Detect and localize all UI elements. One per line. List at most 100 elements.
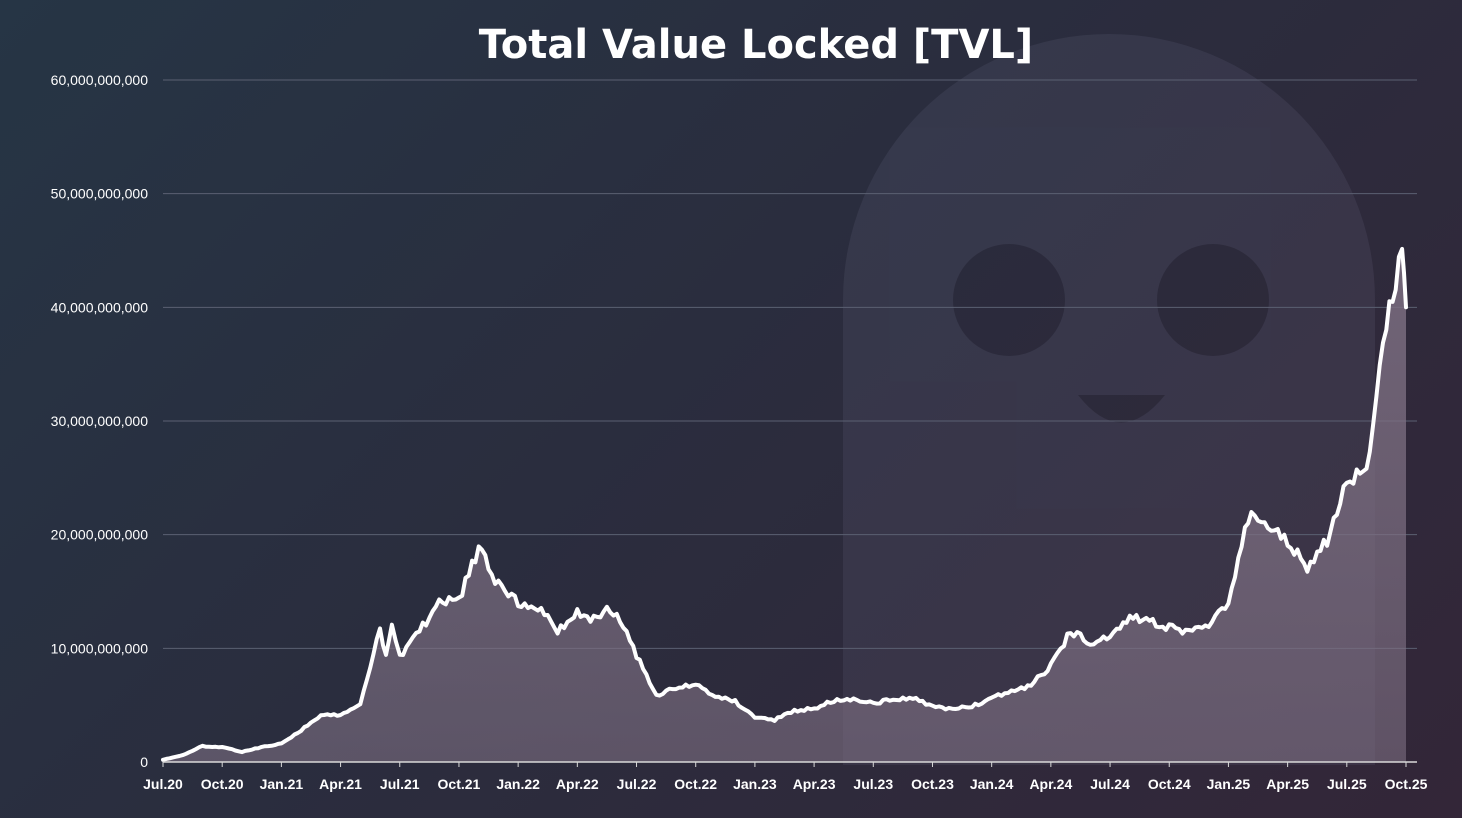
tvl-point: [398, 654, 402, 658]
x-tick-label: Jan.25: [1207, 776, 1251, 792]
tvl-point: [378, 628, 382, 632]
tvl-point: [339, 712, 343, 716]
tvl-point: [733, 700, 737, 704]
tvl-point: [161, 758, 165, 762]
tvl-point: [832, 699, 836, 703]
tvl-point: [1029, 683, 1033, 687]
tvl-point: [319, 713, 323, 717]
tvl-point: [384, 655, 388, 659]
y-tick-label: 60,000,000,000: [51, 72, 149, 88]
x-tick-label: Apr.25: [1266, 776, 1309, 792]
x-tick-label: Jul.21: [380, 776, 420, 792]
y-tick-label: 20,000,000,000: [51, 527, 149, 543]
tvl-point: [1088, 640, 1092, 644]
tvl-point: [1325, 538, 1329, 542]
tvl-point: [1266, 525, 1270, 529]
tvl-point: [516, 600, 520, 604]
tvl-point: [200, 744, 204, 748]
tvl-point: [1148, 620, 1152, 624]
x-tick-label: Apr.23: [793, 776, 836, 792]
tvl-point: [417, 628, 421, 632]
tvl-point: [1404, 305, 1408, 309]
x-tick-label: Jul.25: [1327, 776, 1367, 792]
tvl-point: [477, 546, 481, 550]
tvl-point: [674, 685, 678, 689]
x-tick-label: Oct.21: [438, 776, 481, 792]
tvl-point: [1365, 466, 1369, 470]
x-tick-label: Jan.23: [733, 776, 777, 792]
tvl-point: [1345, 478, 1349, 482]
tvl-point: [891, 697, 895, 701]
x-tick-label: Oct.23: [911, 776, 954, 792]
tvl-line: [161, 246, 1408, 762]
tvl-point: [812, 707, 816, 711]
tvl-point: [930, 704, 934, 708]
x-tick-label: Jul.24: [1090, 776, 1130, 792]
x-tick-label: Jul.20: [143, 776, 183, 792]
x-tick-label: Apr.21: [319, 776, 362, 792]
x-tick-label: Jul.22: [617, 776, 657, 792]
tvl-point: [1187, 632, 1191, 636]
tvl-point: [240, 750, 244, 754]
tvl-point: [437, 602, 441, 606]
tvl-point: [1128, 616, 1132, 620]
x-tick-label: Oct.24: [1148, 776, 1191, 792]
tvl-point: [1108, 637, 1112, 641]
tvl-point: [1049, 663, 1053, 667]
tvl-point: [950, 708, 954, 712]
tvl-point: [694, 683, 698, 687]
tvl-point: [220, 745, 224, 749]
tvl-point: [990, 696, 994, 700]
tvl-point: [390, 624, 394, 628]
y-tick-label: 40,000,000,000: [51, 299, 149, 315]
tvl-point: [575, 611, 579, 615]
tvl-point: [299, 728, 303, 732]
tvl-point: [852, 696, 856, 700]
tvl-point: [1246, 516, 1250, 520]
tvl-point: [871, 701, 875, 705]
x-tick-label: Jan.21: [260, 776, 304, 792]
tvl-point: [970, 704, 974, 708]
tvl-point: [713, 694, 717, 698]
gridlines: [163, 79, 1417, 649]
x-tick-label: Oct.20: [201, 776, 244, 792]
x-tick-label: Apr.22: [556, 776, 599, 792]
tvl-point: [1400, 254, 1404, 258]
tvl-point: [536, 604, 540, 608]
series-layer: [161, 246, 1408, 762]
tvl-point: [358, 702, 362, 706]
tvl-point: [635, 653, 639, 657]
tvl-point: [1384, 322, 1388, 326]
tvl-point: [595, 618, 599, 622]
tvl-point: [279, 742, 283, 746]
tvl-point: [260, 745, 264, 749]
tvl-area: [163, 248, 1406, 762]
tvl-point: [911, 696, 915, 700]
tvl-point: [753, 715, 757, 719]
tvl-point: [615, 612, 619, 616]
y-tick-label: 50,000,000,000: [51, 186, 149, 202]
tvl-point: [496, 584, 500, 588]
tvl-point: [1069, 629, 1073, 633]
tvl-point: [1286, 539, 1290, 543]
chart-title: Total Value Locked [TVL]: [479, 22, 1033, 68]
tvl-point: [605, 605, 609, 609]
y-tick-label: 10,000,000,000: [51, 640, 149, 656]
x-axis-ticks: Jul.20 Oct.20 Jan.21 Apr.21 Jul.21 Oct.21 Jan.…: [143, 762, 1428, 792]
x-tick-label: Apr.24: [1029, 776, 1072, 792]
tvl-point: [654, 693, 658, 697]
y-tick-label: 0: [140, 754, 148, 770]
tvl-point: [792, 709, 796, 713]
x-tick-label: Oct.22: [674, 776, 717, 792]
tvl-point: [1009, 690, 1013, 694]
tvl-point: [1167, 625, 1171, 629]
tvl-point: [1305, 564, 1309, 568]
y-axis-ticks: 0 10,000,000,000 20,000,000,000 30,000,000,…: [51, 72, 149, 770]
tvl-point: [773, 718, 777, 722]
tvl-point: [1226, 604, 1230, 608]
tvl-point: [556, 629, 560, 633]
tvl-point: [1207, 621, 1211, 625]
tvl-point: [181, 753, 185, 757]
y-tick-label: 30,000,000,000: [51, 413, 149, 429]
